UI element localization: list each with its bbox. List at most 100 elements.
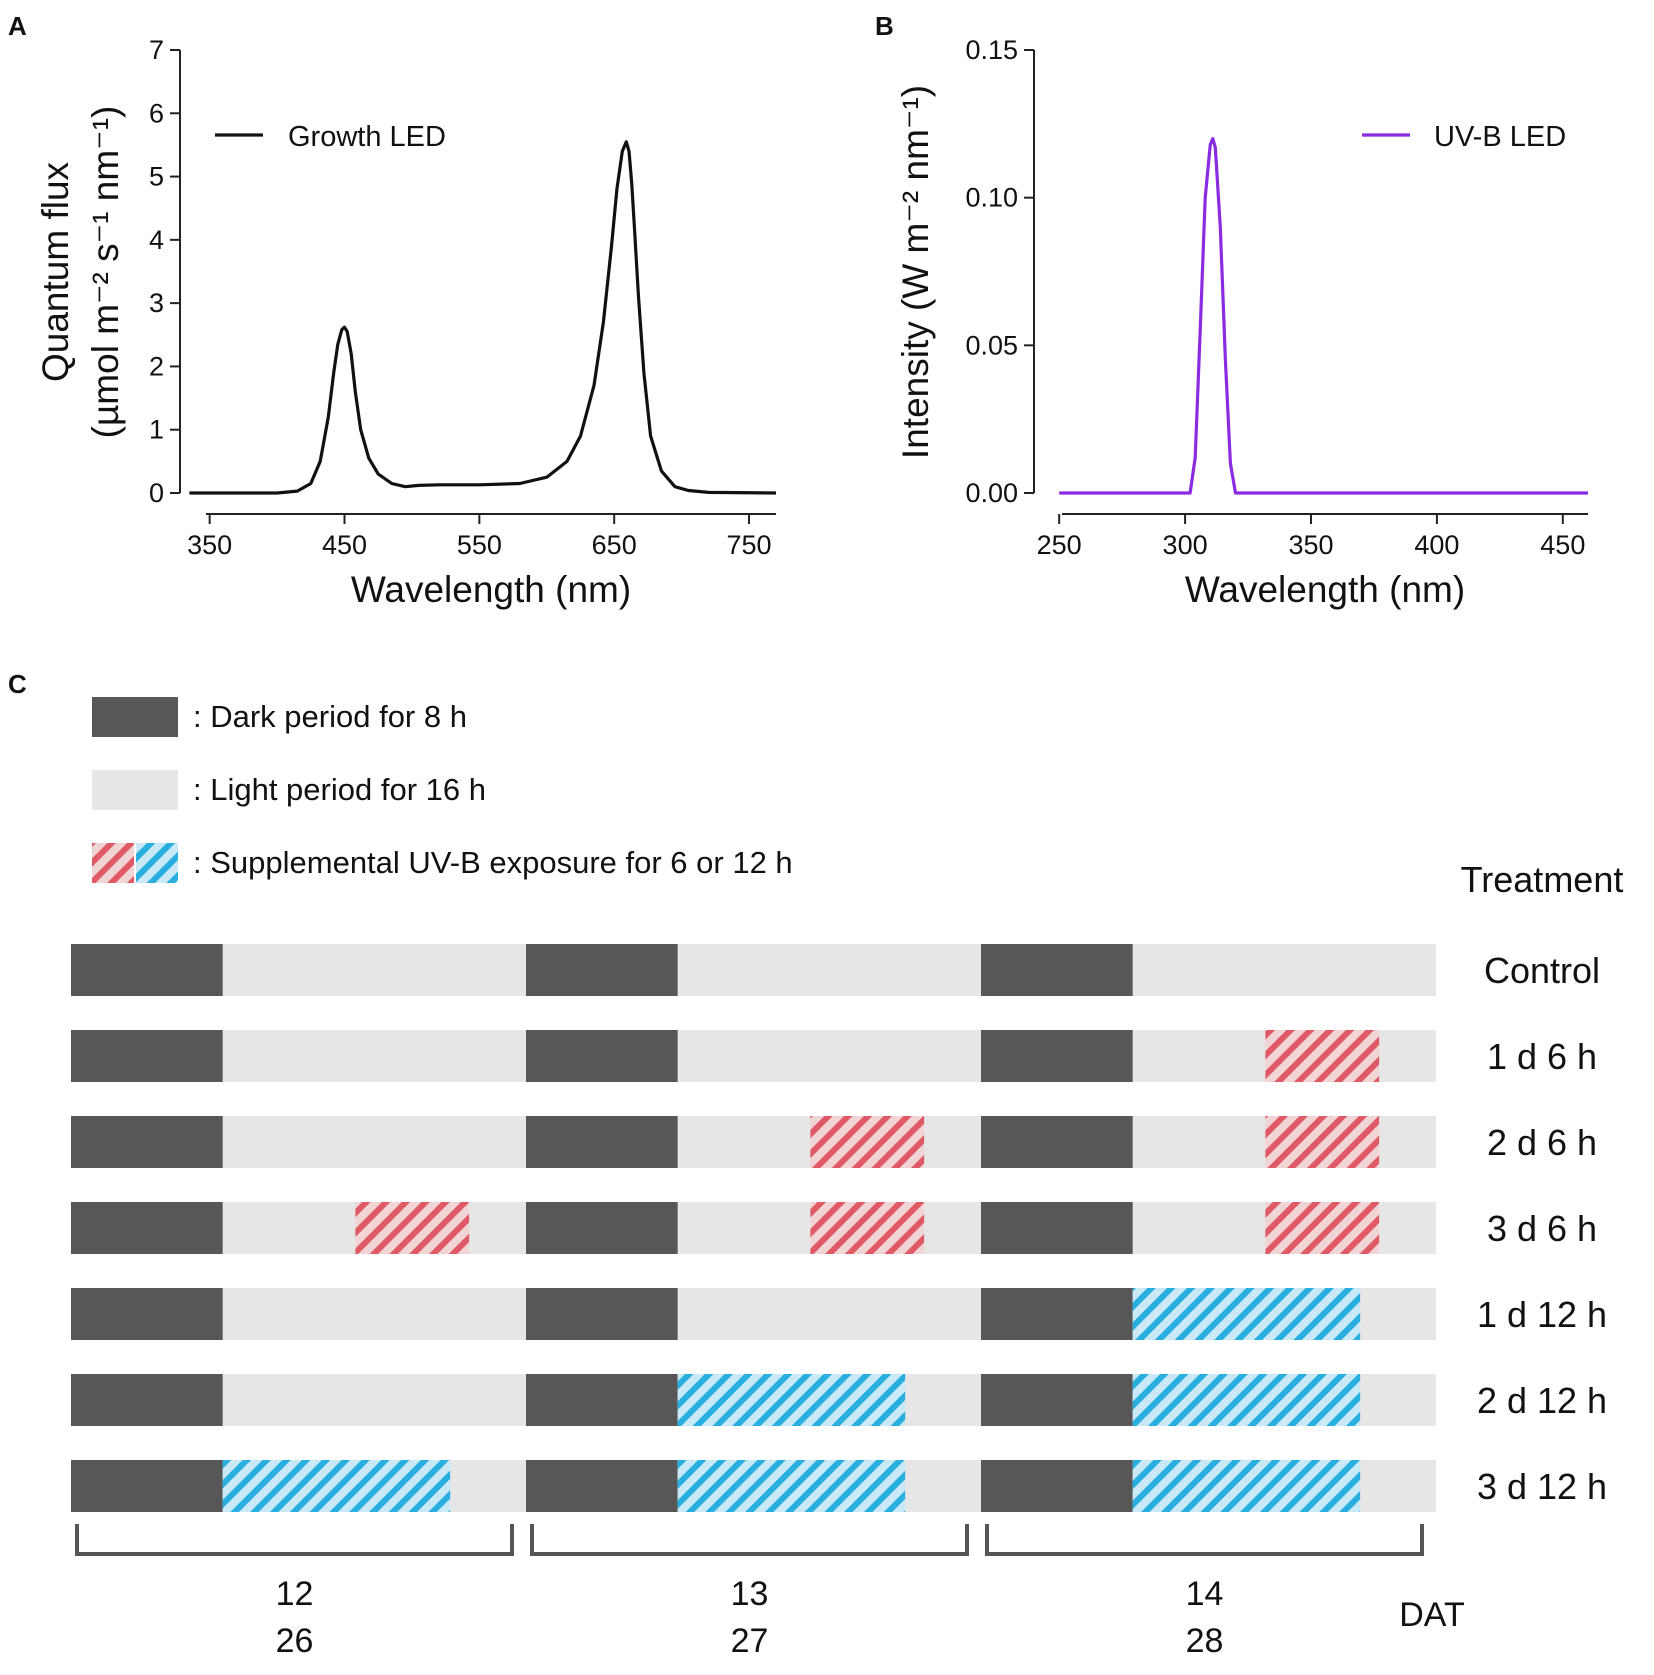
dark-period-bar xyxy=(71,1030,223,1082)
treatment-label: 2 d 12 h xyxy=(1477,1380,1607,1421)
dark-period-bar xyxy=(526,1116,678,1168)
a-ytick-label: 6 xyxy=(149,98,164,128)
treatment-label: 1 d 12 h xyxy=(1477,1294,1607,1335)
a-ytick-label: 3 xyxy=(149,288,164,318)
dark-period-bar xyxy=(526,1374,678,1426)
dark-period-bar xyxy=(981,1030,1133,1082)
a-ytick-label: 4 xyxy=(149,225,164,255)
a-xtick-label: 450 xyxy=(322,530,367,560)
a-ytick-label: 1 xyxy=(149,415,164,445)
uvb-led-line xyxy=(1059,137,1588,495)
legend-uvb-red-swatch xyxy=(92,843,134,883)
treatment-label: 2 d 6 h xyxy=(1487,1122,1597,1163)
b-xtick-label: 250 xyxy=(1037,530,1082,560)
legend-light-swatch xyxy=(92,770,178,810)
legend-light-label: : Light period for 16 h xyxy=(193,772,486,807)
a-x-axis-title: Wavelength (nm) xyxy=(351,569,631,610)
uvb-exposure-bar xyxy=(355,1202,470,1254)
day-label-bottom: 26 xyxy=(276,1622,314,1660)
dark-period-bar xyxy=(71,1116,223,1168)
uvb-exposure-bar xyxy=(1132,1288,1361,1340)
dark-period-bar xyxy=(981,1202,1133,1254)
b-xtick-label: 400 xyxy=(1414,530,1459,560)
a-xtick-label: 350 xyxy=(187,530,232,560)
treatment-header: Treatment xyxy=(1461,859,1624,900)
a-legend-label: Growth LED xyxy=(288,121,446,153)
day-label-top: 13 xyxy=(731,1575,769,1613)
b-ytick-label: 0.00 xyxy=(965,478,1018,508)
dark-period-bar xyxy=(981,1460,1133,1512)
dark-period-bar xyxy=(981,1374,1133,1426)
dark-period-bar xyxy=(526,1202,678,1254)
a-ytick-label: 5 xyxy=(149,162,164,192)
uvb-exposure-bar xyxy=(677,1374,906,1426)
panel-letter-a: A xyxy=(8,11,27,41)
treatment-label: 3 d 12 h xyxy=(1477,1466,1607,1507)
treatment-label: Control xyxy=(1484,950,1600,991)
treatment-row: 2 d 12 h xyxy=(71,1374,1607,1426)
b-ytick-label: 0.05 xyxy=(965,330,1018,360)
a-y-axis-title-line1: Quantum flux xyxy=(35,161,76,382)
panel-a-chart: 0 1 2 3 4 5 6 7 350 450 550 650 750 Growth LED Wave… xyxy=(35,35,777,610)
uvb-exposure-bar xyxy=(810,1202,925,1254)
day-bracket-line xyxy=(530,1524,969,1556)
a-xtick-label: 650 xyxy=(592,530,637,560)
b-x-axis-title: Wavelength (nm) xyxy=(1185,569,1465,610)
b-xtick-label: 450 xyxy=(1540,530,1585,560)
dark-period-bar xyxy=(981,944,1133,996)
uvb-exposure-bar xyxy=(1132,1460,1361,1512)
dark-period-bar xyxy=(526,1460,678,1512)
treatment-row: 1 d 12 h xyxy=(71,1288,1607,1340)
day-label-bottom: 28 xyxy=(1186,1622,1224,1660)
dark-period-bar xyxy=(71,1202,223,1254)
b-ytick-label: 0.10 xyxy=(965,183,1018,213)
treatment-row: Control xyxy=(71,944,1600,996)
uvb-exposure-bar xyxy=(1265,1030,1380,1082)
dark-period-bar xyxy=(71,1374,223,1426)
b-xtick-label: 300 xyxy=(1163,530,1208,560)
uvb-exposure-bar xyxy=(1265,1202,1380,1254)
panel-letter-b: B xyxy=(875,11,894,41)
legend-uvb-label: : Supplemental UV-B exposure for 6 or 12… xyxy=(193,845,793,880)
legend-uvb-blue-swatch xyxy=(136,843,178,883)
dark-period-bar xyxy=(71,944,223,996)
a-ytick-label: 2 xyxy=(149,351,164,381)
treatment-label: 1 d 6 h xyxy=(1487,1036,1597,1077)
panel-b-chart: 0.00 0.05 0.10 0.15 250 300 350 400 450 UV-B LE… xyxy=(895,35,1588,610)
legend-dark-label: : Dark period for 8 h xyxy=(193,699,467,734)
uvb-exposure-bar xyxy=(222,1460,451,1512)
dark-period-bar xyxy=(526,1288,678,1340)
dark-period-bar xyxy=(526,1030,678,1082)
treatment-row: 2 d 6 h xyxy=(71,1116,1597,1168)
treatment-label: 3 d 6 h xyxy=(1487,1208,1597,1249)
dark-period-bar xyxy=(71,1460,223,1512)
panel-c-schedule: : Dark period for 8 h : Light period for… xyxy=(71,697,1623,1660)
b-y-axis-title: Intensity (W m⁻² nm⁻¹) xyxy=(895,85,936,459)
a-ytick-label: 7 xyxy=(149,35,164,65)
b-xtick-label: 350 xyxy=(1288,530,1333,560)
growth-led-line xyxy=(189,140,777,495)
treatment-row: 1 d 6 h xyxy=(71,1030,1597,1082)
uvb-exposure-bar xyxy=(810,1116,925,1168)
treatment-row: 3 d 6 h xyxy=(71,1202,1597,1254)
treatment-row: 3 d 12 h xyxy=(71,1460,1607,1512)
b-ytick-label: 0.15 xyxy=(965,35,1018,65)
a-y-axis-title-line2: (µmol m⁻² s⁻¹ nm⁻¹) xyxy=(85,106,126,439)
day-label-top: 12 xyxy=(276,1575,314,1613)
uvb-exposure-bar xyxy=(677,1460,906,1512)
day-bracket-line xyxy=(75,1524,514,1556)
dark-period-bar xyxy=(71,1288,223,1340)
dark-period-bar xyxy=(526,944,678,996)
a-ytick-label: 0 xyxy=(149,478,164,508)
dat-label: DAT xyxy=(1399,1596,1464,1634)
dark-period-bar xyxy=(981,1116,1133,1168)
day-label-top: 14 xyxy=(1186,1575,1224,1613)
uvb-exposure-bar xyxy=(1132,1374,1361,1426)
a-xtick-label: 550 xyxy=(457,530,502,560)
day-label-bottom: 27 xyxy=(731,1622,769,1660)
uvb-exposure-bar xyxy=(1265,1116,1380,1168)
